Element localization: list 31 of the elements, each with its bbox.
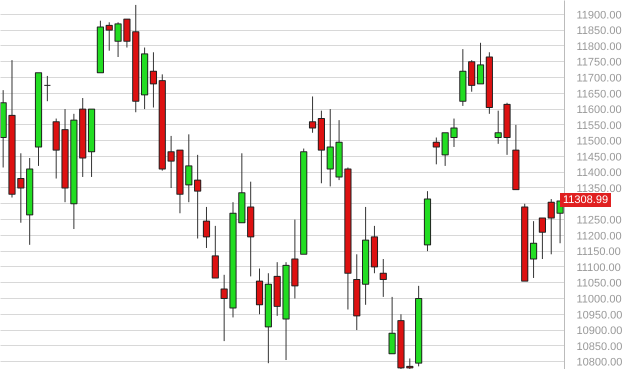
candlestick <box>212 225 219 278</box>
y-tick-label: 11850.00 <box>576 25 622 38</box>
y-tick-label: 11350.00 <box>576 183 622 195</box>
y-tick-label: 11750.00 <box>576 56 622 69</box>
y-tick-label: 11150.00 <box>576 246 621 258</box>
candlestick <box>380 258 387 298</box>
candlestick <box>202 206 210 248</box>
y-tick-label: 11800.00 <box>576 40 622 53</box>
y-tick-label: 10800.00 <box>576 356 622 369</box>
y-tick-label: 10950.00 <box>576 309 622 322</box>
y-tick-label: 10850.00 <box>576 340 622 353</box>
y-tick-label: 11000.00 <box>576 293 622 306</box>
candlestick <box>388 296 396 354</box>
y-tick-label: 11400.00 <box>576 167 622 180</box>
y-tick-label: 11050.00 <box>576 278 622 290</box>
y-tick-label: 11700.00 <box>576 72 622 85</box>
y-tick-label: 11650.00 <box>576 88 622 100</box>
y-tick-label: 11600.00 <box>576 104 622 116</box>
candlestick <box>308 96 316 134</box>
candlestick <box>256 268 264 315</box>
y-tick-label: 11450.00 <box>576 151 622 164</box>
y-tick-label: 11900.00 <box>576 9 622 22</box>
y-tick-label: 11250.00 <box>576 214 622 227</box>
y-tick-label: 11100.00 <box>576 262 621 274</box>
y-tick-label: 11550.00 <box>576 120 622 132</box>
y-tick-label: 11200.00 <box>576 230 622 242</box>
candlestick <box>44 75 51 102</box>
y-tick-label: 11500.00 <box>576 136 622 148</box>
y-tick-label: 10900.00 <box>576 325 622 338</box>
annotation: 11308.99 <box>560 193 612 208</box>
candlestick <box>220 274 228 342</box>
